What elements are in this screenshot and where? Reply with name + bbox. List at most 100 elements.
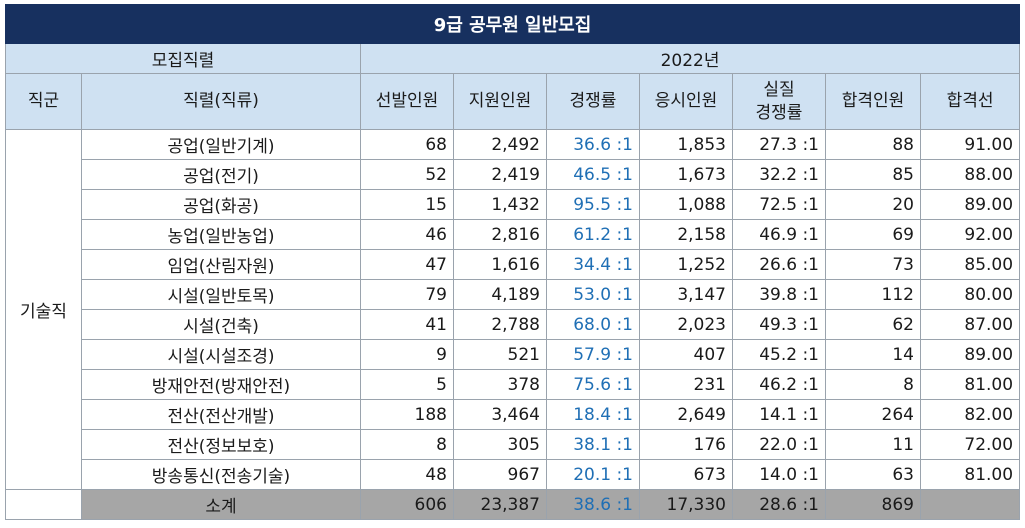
examinees-cell: 673 — [639, 459, 733, 490]
actual-competition-cell: 14.0 :1 — [732, 459, 826, 490]
competition-cell: 18.4 :1 — [546, 399, 640, 430]
subtotal-passed: 869 — [825, 489, 921, 520]
cutoff-cell: 87.00 — [919, 309, 1021, 340]
applicants-cell: 521 — [453, 339, 547, 370]
table-row: 기술직 공업(일반기계) 68 2,492 36.6 :1 1,853 27.3 :1 88 9… — [5, 129, 1021, 490]
passed-cell: 69 — [825, 219, 921, 250]
applicants-cell: 2,788 — [453, 309, 547, 340]
competition-cell: 34.4 :1 — [546, 249, 640, 280]
passed-cell: 20 — [825, 189, 921, 220]
passed-cell: 73 — [825, 249, 921, 280]
table-row: 시설(건축) 41 2,788 68.0 :1 2,023 49.3 :1 62 87.00 — [6, 309, 1021, 340]
cutoff-cell: 81.00 — [919, 369, 1021, 400]
table-row: 농업(일반농업) 46 2,816 61.2 :1 2,158 46.9 :1 69 92.0… — [6, 219, 1021, 250]
series-cell: 공업(일반기계) — [81, 129, 361, 160]
passed-cell: 8 — [825, 369, 921, 400]
table-title: 9급 공무원 일반모집 — [4, 4, 1021, 44]
cutoff-cell: 88.00 — [919, 159, 1021, 190]
cutoff-cell: 72.00 — [919, 429, 1021, 460]
series-cell: 공업(전기) — [81, 159, 361, 190]
competition-cell: 36.6 :1 — [546, 129, 640, 160]
series-cell: 전산(전산개발) — [81, 399, 361, 430]
recruitment-table-container: 9급 공무원 일반모집 모집직렬 2022년 직군 직렬(직류) 선발인원 지원… — [4, 4, 1021, 520]
subtotal-row: 소계 606 23,387 38.6 :1 17,330 28.6 :1 869 — [5, 489, 1021, 520]
selected-cell: 79 — [360, 279, 454, 310]
subtotal-blank-cell — [5, 489, 82, 520]
competition-cell: 68.0 :1 — [546, 309, 640, 340]
applicants-cell: 305 — [453, 429, 547, 460]
subtotal-competition: 38.6 :1 — [546, 489, 640, 520]
actual-competition-cell: 49.3 :1 — [732, 309, 826, 340]
applicants-cell: 2,419 — [453, 159, 547, 190]
col-header-actual-competition: 실질 경쟁률 — [732, 73, 826, 130]
table-row: 방송통신(전송기술) 48 967 20.1 :1 673 14.0 :1 63 81.00 — [6, 459, 1021, 490]
competition-cell: 75.6 :1 — [546, 369, 640, 400]
applicants-cell: 1,432 — [453, 189, 547, 220]
applicants-cell: 1,616 — [453, 249, 547, 280]
cutoff-cell: 89.00 — [919, 339, 1021, 370]
competition-cell: 38.1 :1 — [546, 429, 640, 460]
competition-cell: 46.5 :1 — [546, 159, 640, 190]
selected-cell: 47 — [360, 249, 454, 280]
applicants-cell: 2,492 — [453, 129, 547, 160]
actual-competition-cell: 14.1 :1 — [732, 399, 826, 430]
applicants-cell: 378 — [453, 369, 547, 400]
examinees-cell: 3,147 — [639, 279, 733, 310]
col-header-passed: 합격인원 — [825, 73, 921, 130]
selected-cell: 68 — [360, 129, 454, 160]
passed-cell: 14 — [825, 339, 921, 370]
title-row: 9급 공무원 일반모집 — [4, 4, 1021, 44]
col-header-grade: 직군 — [5, 73, 82, 130]
examinees-cell: 2,023 — [639, 309, 733, 340]
actual-competition-cell: 46.2 :1 — [732, 369, 826, 400]
competition-cell: 20.1 :1 — [546, 459, 640, 490]
competition-cell: 61.2 :1 — [546, 219, 640, 250]
cutoff-cell: 89.00 — [919, 189, 1021, 220]
actual-competition-cell: 45.2 :1 — [732, 339, 826, 370]
col-header-examinees: 응시인원 — [639, 73, 733, 130]
series-cell: 방송통신(전송기술) — [81, 459, 361, 490]
passed-cell: 62 — [825, 309, 921, 340]
header-row-1: 모집직렬 2022년 — [5, 43, 1021, 74]
competition-cell: 57.9 :1 — [546, 339, 640, 370]
series-cell: 임업(산림자원) — [81, 249, 361, 280]
selected-cell: 9 — [360, 339, 454, 370]
applicants-cell: 2,816 — [453, 219, 547, 250]
actual-competition-cell: 32.2 :1 — [732, 159, 826, 190]
cutoff-cell: 92.00 — [919, 219, 1021, 250]
group-header: 모집직렬 — [5, 43, 361, 74]
col-header-applicants: 지원인원 — [453, 73, 547, 130]
subtotal-label: 소계 — [81, 489, 361, 520]
selected-cell: 46 — [360, 219, 454, 250]
cutoff-cell: 82.00 — [919, 399, 1021, 430]
examinees-cell: 2,158 — [639, 219, 733, 250]
actual-competition-cell: 39.8 :1 — [732, 279, 826, 310]
selected-cell: 15 — [360, 189, 454, 220]
selected-cell: 8 — [360, 429, 454, 460]
header-row-2: 직군 직렬(직류) 선발인원 지원인원 경쟁률 응시인원 실질 경쟁률 합격인원 … — [5, 73, 1021, 130]
actual-competition-cell: 27.3 :1 — [732, 129, 826, 160]
actual-competition-cell: 26.6 :1 — [732, 249, 826, 280]
series-cell: 농업(일반농업) — [81, 219, 361, 250]
actual-competition-cell: 46.9 :1 — [732, 219, 826, 250]
subtotal-examinees: 17,330 — [639, 489, 733, 520]
cutoff-cell: 85.00 — [919, 249, 1021, 280]
table-row: 공업(화공) 15 1,432 95.5 :1 1,088 72.5 :1 20 89.00 — [6, 189, 1021, 220]
examinees-cell: 176 — [639, 429, 733, 460]
table-row: 임업(산림자원) 47 1,616 34.4 :1 1,252 26.6 :1 73 85.0… — [6, 249, 1021, 280]
series-cell: 방재안전(방재안전) — [81, 369, 361, 400]
table-row: 전산(정보보호) 8 305 38.1 :1 176 22.0 :1 11 72.00 — [6, 429, 1021, 460]
passed-cell: 63 — [825, 459, 921, 490]
recruitment-table: 9급 공무원 일반모집 모집직렬 2022년 직군 직렬(직류) 선발인원 지원… — [4, 4, 1021, 520]
col-header-competition: 경쟁률 — [546, 73, 640, 130]
competition-cell: 95.5 :1 — [546, 189, 640, 220]
applicants-cell: 3,464 — [453, 399, 547, 430]
selected-cell: 52 — [360, 159, 454, 190]
col-header-cutoff: 합격선 — [919, 73, 1021, 130]
grade-cell: 기술직 — [5, 129, 82, 490]
examinees-cell: 1,088 — [639, 189, 733, 220]
table-row: 시설(시설조경) 9 521 57.9 :1 407 45.2 :1 14 89.00 — [6, 339, 1021, 370]
subtotal-cutoff — [919, 489, 1021, 520]
passed-cell: 88 — [825, 129, 921, 160]
cutoff-cell: 91.00 — [919, 129, 1021, 160]
